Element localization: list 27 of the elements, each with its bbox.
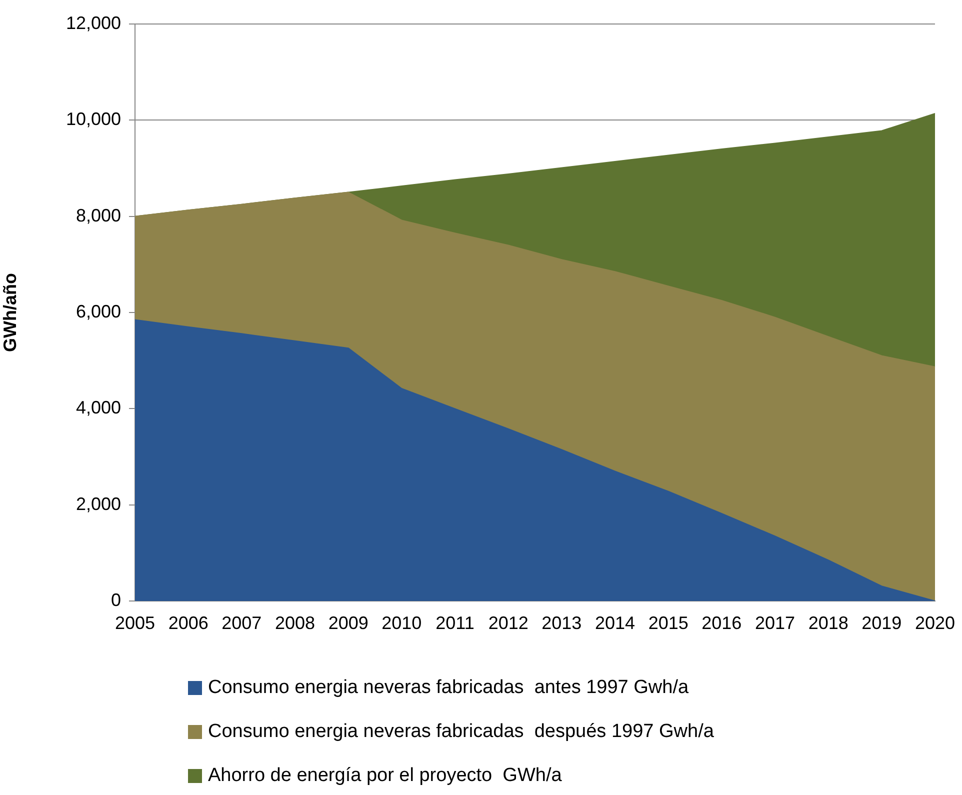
x-tick-label: 2018 xyxy=(808,612,848,633)
x-tick-label: 2011 xyxy=(436,612,474,633)
x-tick-label: 2006 xyxy=(168,612,208,633)
legend-label: Consumo energia neveras fabricadas antes 1997 Gwh/a xyxy=(208,677,689,699)
x-tick-label: 2020 xyxy=(914,612,956,633)
y-tick-label: 8,000 xyxy=(76,205,121,226)
x-tick-label: 2012 xyxy=(488,612,528,633)
y-tick-label: 10,000 xyxy=(66,109,121,130)
y-tick-label: 0 xyxy=(110,590,121,610)
legend-label: Consumo energia neveras fabricadas después 1997 Gwh/a xyxy=(208,721,714,743)
x-tick-label: 2010 xyxy=(382,612,422,633)
x-tick-label: 2009 xyxy=(328,612,368,633)
x-tick-label: 2005 xyxy=(114,612,156,633)
y-tick-label: 2,000 xyxy=(76,494,121,514)
x-tick-label: 2015 xyxy=(648,612,688,633)
x-tick-label: 2008 xyxy=(274,612,316,633)
x-tick-label: 2013 xyxy=(542,612,582,633)
y-tick-label: 4,000 xyxy=(76,398,121,418)
legend-label: Ahorro de energía por el proyecto GWh/a xyxy=(208,765,562,787)
y-tick-label: 12,000 xyxy=(66,12,121,33)
y-axis-title: GWh/año xyxy=(0,273,20,352)
x-tick-label: 2007 xyxy=(222,612,262,633)
x-tick-label: 2017 xyxy=(754,612,796,633)
x-tick-label: 2014 xyxy=(594,612,636,633)
y-tick-label: 6,000 xyxy=(76,301,121,322)
x-tick-label: 2019 xyxy=(862,612,902,633)
x-tick-label: 2016 xyxy=(702,612,742,633)
